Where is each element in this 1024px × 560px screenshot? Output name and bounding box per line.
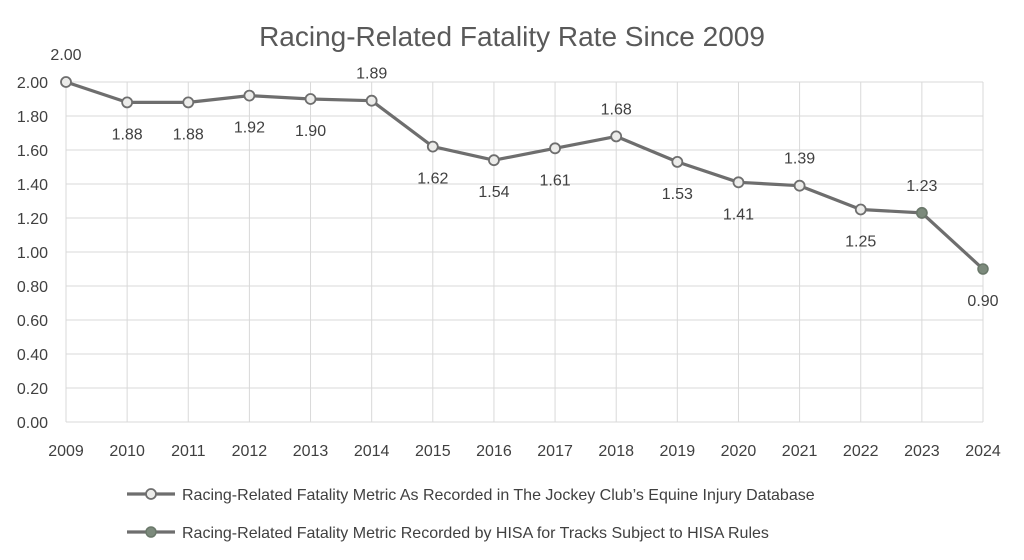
x-tick-label: 2021 bbox=[782, 443, 818, 460]
y-tick-label: 1.40 bbox=[17, 177, 48, 194]
chart-title: Racing-Related Fatality Rate Since 2009 bbox=[259, 21, 765, 52]
y-tick-label: 0.40 bbox=[17, 347, 48, 364]
data-point bbox=[916, 207, 928, 219]
data-label: 0.90 bbox=[967, 293, 998, 310]
legend-label: Racing-Related Fatality Metric Recorded … bbox=[182, 525, 769, 542]
data-point bbox=[121, 96, 134, 109]
data-label: 1.53 bbox=[662, 186, 693, 203]
data-point bbox=[365, 94, 378, 107]
data-point bbox=[732, 176, 745, 189]
data-label: 1.92 bbox=[234, 120, 265, 137]
x-tick-label: 2017 bbox=[537, 443, 573, 460]
x-tick-label: 2020 bbox=[721, 443, 757, 460]
data-point bbox=[60, 76, 72, 88]
data-label: 1.88 bbox=[112, 126, 143, 143]
data-point bbox=[854, 203, 867, 216]
x-tick-label: 2013 bbox=[293, 443, 329, 460]
x-tick-label: 2019 bbox=[660, 443, 696, 460]
gridlines bbox=[65, 81, 984, 423]
data-label: 1.61 bbox=[539, 172, 570, 189]
y-tick-label: 0.20 bbox=[17, 381, 48, 398]
data-point bbox=[977, 263, 989, 275]
data-point bbox=[243, 89, 256, 102]
y-tick-label: 1.80 bbox=[17, 109, 48, 126]
x-tick-label: 2024 bbox=[965, 443, 1001, 460]
x-tick-label: 2023 bbox=[904, 443, 940, 460]
x-axis-ticks: 2009 2010 2011 2012 2013 2014 2015 2016 2017 2018… bbox=[48, 443, 1001, 460]
y-tick-label: 1.20 bbox=[17, 211, 48, 228]
data-label: 1.88 bbox=[173, 126, 204, 143]
legend: Racing-Related Fatality Metric As Record… bbox=[127, 487, 815, 542]
x-tick-label: 2010 bbox=[109, 443, 145, 460]
data-point bbox=[793, 179, 806, 192]
data-label: 1.54 bbox=[478, 184, 509, 201]
x-tick-label: 2011 bbox=[171, 443, 206, 460]
y-tick-label: 1.60 bbox=[17, 143, 48, 160]
data-label: 1.90 bbox=[295, 123, 326, 140]
series-line-2 bbox=[920, 211, 985, 271]
data-point bbox=[610, 130, 623, 143]
x-tick-label: 2022 bbox=[843, 443, 879, 460]
legend-swatch-marker bbox=[145, 526, 157, 538]
data-point bbox=[182, 96, 195, 109]
x-tick-label: 2014 bbox=[354, 443, 390, 460]
data-label: 1.25 bbox=[845, 234, 876, 251]
data-label: 1.23 bbox=[906, 178, 937, 195]
data-label: 1.62 bbox=[417, 171, 448, 188]
legend-swatch-marker bbox=[145, 488, 157, 500]
data-label: 1.41 bbox=[723, 206, 754, 223]
data-point bbox=[671, 155, 684, 168]
data-point bbox=[549, 142, 561, 155]
y-tick-label: 0.60 bbox=[17, 313, 48, 330]
data-point bbox=[488, 154, 500, 167]
y-tick-label: 0.00 bbox=[17, 415, 48, 432]
data-labels: 2.00 1.88 1.88 1.92 1.90 1.89 1.62 1.54 1.61 1.68… bbox=[50, 47, 998, 310]
data-point bbox=[304, 93, 317, 105]
x-tick-label: 2016 bbox=[476, 443, 512, 460]
legend-label: Racing-Related Fatality Metric As Record… bbox=[182, 487, 815, 504]
x-tick-label: 2015 bbox=[415, 443, 451, 460]
y-tick-label: 1.00 bbox=[17, 245, 48, 262]
data-label: 1.68 bbox=[601, 101, 632, 118]
x-tick-label: 2012 bbox=[232, 443, 268, 460]
data-label: 2.00 bbox=[50, 47, 81, 64]
data-label: 1.39 bbox=[784, 151, 815, 168]
y-tick-label: 2.00 bbox=[17, 75, 48, 92]
x-tick-label: 2009 bbox=[48, 443, 84, 460]
data-point bbox=[426, 140, 439, 153]
data-points bbox=[60, 76, 989, 275]
y-axis-ticks: 0.00 0.20 0.40 0.60 0.80 1.00 1.20 1.40 1.60 1.80… bbox=[17, 75, 48, 432]
y-tick-label: 0.80 bbox=[17, 279, 48, 296]
x-tick-label: 2018 bbox=[598, 443, 634, 460]
data-label: 1.89 bbox=[356, 66, 387, 83]
